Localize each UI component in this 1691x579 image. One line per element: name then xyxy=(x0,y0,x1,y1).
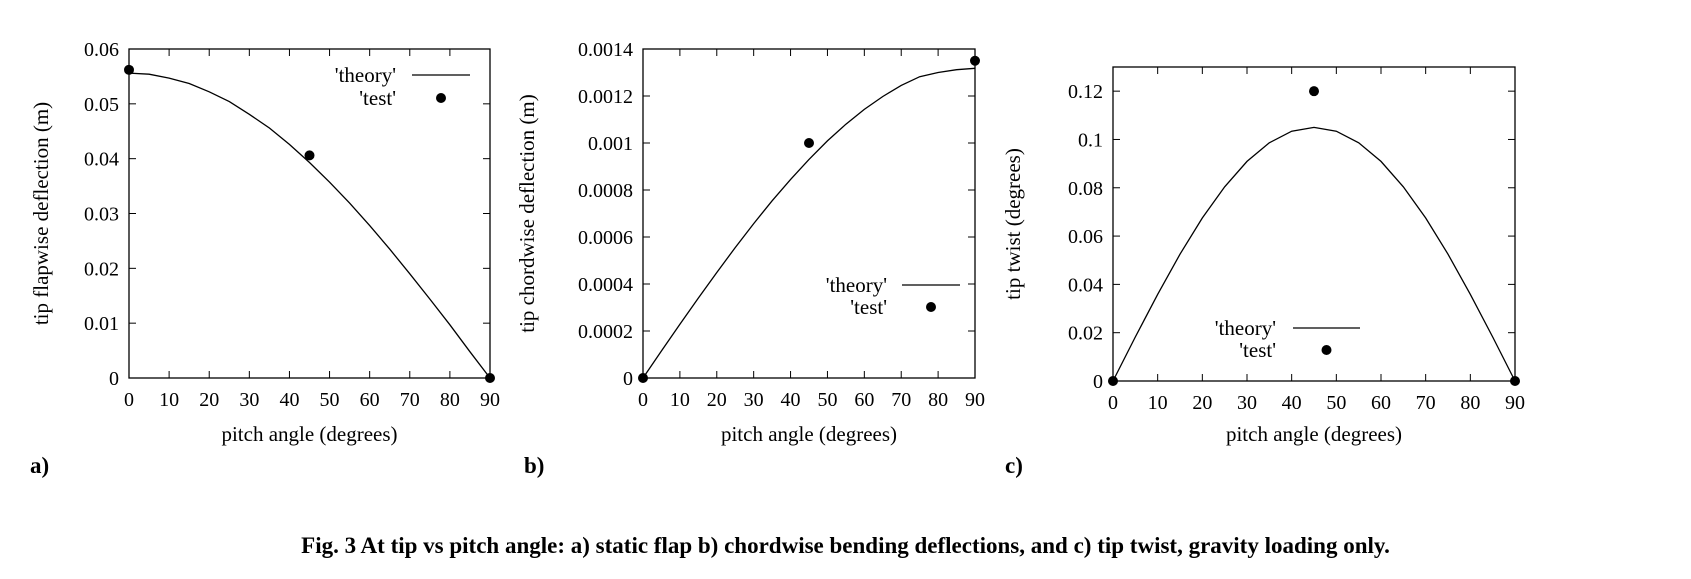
chart-1-ytick-label: 0.05 xyxy=(84,94,119,116)
chart-3-xtick-label: 60 xyxy=(1371,392,1391,414)
chart-1-ytick-label: 0.01 xyxy=(84,313,119,335)
chart-1-x-axis-label: pitch angle (degrees) xyxy=(221,422,397,446)
chart-2-xtick-label: 30 xyxy=(744,389,764,411)
chart-2-xtick-label: 50 xyxy=(817,389,837,411)
chart-1-xtick-label: 0 xyxy=(124,389,134,411)
figure-caption: Fig. 3 At tip vs pitch angle: a) static … xyxy=(301,533,1390,558)
chart-1-test-point xyxy=(485,373,495,383)
chart-3-x-axis-label: pitch angle (degrees) xyxy=(1226,422,1402,446)
chart-2-xtick-label: 80 xyxy=(928,389,948,411)
chart-2-ytick-label: 0.0002 xyxy=(578,321,633,343)
chart-1-xtick-label: 50 xyxy=(320,389,340,411)
chart-1-frame xyxy=(128,48,491,379)
chart-1-ytick-label: 0.04 xyxy=(84,149,119,171)
chart-2-xtick-label: 0 xyxy=(638,389,648,411)
chart-1-panel-label: a) xyxy=(30,453,49,478)
chart-3-test-point xyxy=(1108,376,1118,386)
chart-3-legend-test-label: 'test' xyxy=(1239,338,1276,362)
chart-2-xtick-label: 90 xyxy=(965,389,985,411)
chart-2-ytick-label: 0.0004 xyxy=(578,274,633,296)
chart-3-legend-test-marker xyxy=(1321,345,1332,355)
chart-1-legend-test-marker xyxy=(436,93,446,103)
chart-3-xtick-label: 40 xyxy=(1282,392,1302,414)
chart-1-ytick-label: 0 xyxy=(109,368,119,390)
chart-3-ytick-label: 0.06 xyxy=(1068,226,1103,248)
chart-3-ytick-label: 0 xyxy=(1093,371,1103,393)
chart-3-xtick-label: 10 xyxy=(1148,392,1168,414)
chart-1-xtick-label: 70 xyxy=(400,389,420,411)
chart-3-test-point xyxy=(1309,86,1319,97)
chart-2-ytick-label: 0.0008 xyxy=(578,180,633,202)
chart-3-ytick-label: 0.02 xyxy=(1068,323,1103,345)
chart-3-ytick-label: 0.08 xyxy=(1068,178,1103,200)
chart-3-theory-line xyxy=(1112,126,1516,382)
chart-1-xtick-label: 80 xyxy=(440,389,460,411)
chart-2-xtick-label: 40 xyxy=(781,389,801,411)
chart-2-ytick-label: 0.001 xyxy=(588,133,633,155)
chart-1-xtick-label: 60 xyxy=(360,389,380,411)
chart-1-xtick-label: 20 xyxy=(199,389,219,411)
chart-2-xtick-label: 60 xyxy=(854,389,874,411)
chart-3-xtick-label: 0 xyxy=(1108,392,1118,414)
chart-1-theory-line xyxy=(128,72,491,379)
chart-1-test-point xyxy=(124,64,134,75)
chart-1-xtick-label: 90 xyxy=(480,389,500,411)
chart-3-legend-theory-label: 'theory' xyxy=(1215,316,1276,340)
chart-1-ytick-label: 0.03 xyxy=(84,204,119,226)
chart-2-xtick-label: 70 xyxy=(891,389,911,411)
chart-2-test-point xyxy=(804,138,814,148)
chart-3-xtick-label: 90 xyxy=(1505,392,1525,414)
chart-1-xtick-label: 30 xyxy=(239,389,259,411)
chart-1-legend-theory-label: 'theory' xyxy=(335,63,396,87)
chart-3-xtick-label: 70 xyxy=(1416,392,1436,414)
chart-2-ytick-label: 0.0014 xyxy=(578,39,633,61)
chart-1-xtick-label: 10 xyxy=(159,389,179,411)
chart-2-panel-label: b) xyxy=(524,453,544,478)
chart-2-frame xyxy=(642,48,976,379)
chart-2-test-point xyxy=(970,55,980,66)
chart-3-xtick-label: 80 xyxy=(1460,392,1480,414)
chart-2-legend-test-marker xyxy=(926,302,936,312)
chart-3-ytick-label: 0.04 xyxy=(1068,274,1103,296)
chart-2-x-axis-label: pitch angle (degrees) xyxy=(721,422,897,446)
chart-2-legend-test-label: 'test' xyxy=(850,295,887,319)
chart-1-test-point xyxy=(304,150,315,161)
chart-2-ytick-label: 0.0012 xyxy=(578,86,633,108)
chart-3-panel-label: c) xyxy=(1005,453,1023,478)
chart-3-ytick-label: 0.12 xyxy=(1068,81,1103,103)
chart-2-xtick-label: 20 xyxy=(707,389,727,411)
chart-3-xtick-label: 50 xyxy=(1326,392,1346,414)
chart-3-y-axis-label: tip twist (degrees) xyxy=(1001,148,1025,300)
chart-3-test-point xyxy=(1510,376,1520,386)
chart-3-xtick-label: 20 xyxy=(1192,392,1212,414)
chart-2-ytick-label: 0.0006 xyxy=(578,227,633,249)
chart-1-ytick-label: 0.06 xyxy=(84,39,119,61)
chart-3-frame xyxy=(1112,66,1516,382)
chart-2-legend-theory-label: 'theory' xyxy=(826,273,887,297)
chart-1-xtick-label: 40 xyxy=(279,389,299,411)
chart-3-xtick-label: 30 xyxy=(1237,392,1257,414)
chart-1-ytick-label: 0.02 xyxy=(84,258,119,280)
chart-2-ytick-label: 0 xyxy=(623,368,633,390)
chart-2-xtick-label: 10 xyxy=(670,389,690,411)
chart-2-y-axis-label: tip chordwise deflection (m) xyxy=(515,94,539,333)
chart-1-legend-test-label: 'test' xyxy=(359,86,396,110)
chart-1-y-axis-label: tip flapwise deflection (m) xyxy=(29,102,53,325)
chart-2-test-point xyxy=(638,373,648,383)
chart-2-theory-line xyxy=(642,67,976,379)
chart-3-ytick-label: 0.1 xyxy=(1078,129,1103,151)
